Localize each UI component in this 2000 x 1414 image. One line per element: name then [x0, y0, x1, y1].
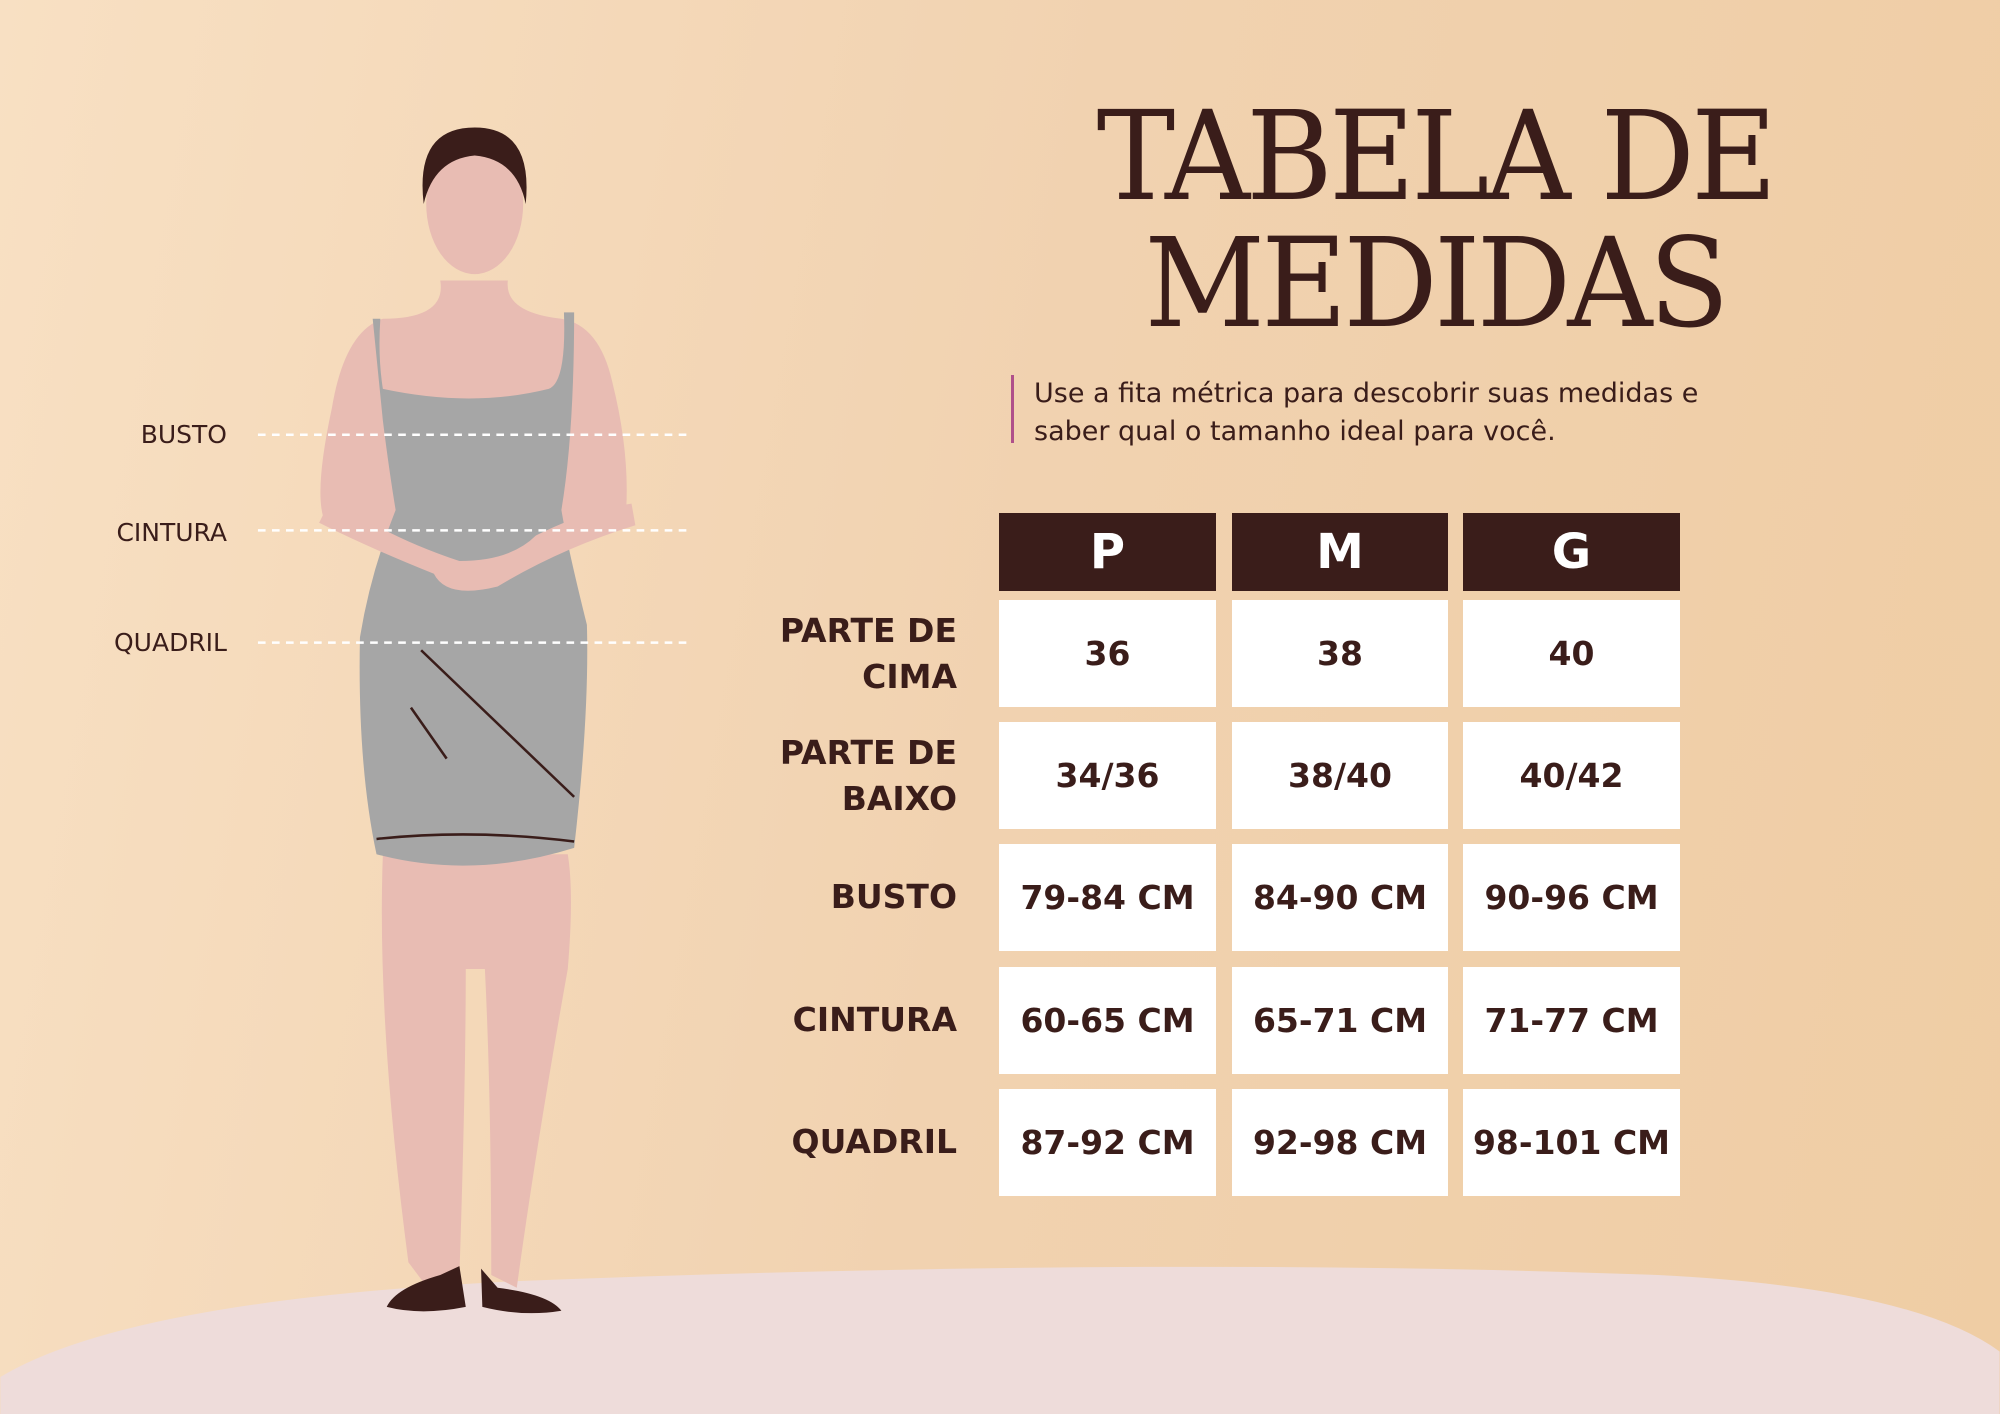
- table-cell: 38: [1232, 600, 1448, 707]
- ground: [0, 1266, 2000, 1414]
- page-title-line1: TABELA DE: [1096, 85, 1778, 229]
- column-header-m: M: [1232, 513, 1448, 591]
- table-cell: 60-65 CM: [999, 967, 1216, 1074]
- table-cell: 79-84 CM: [999, 844, 1216, 951]
- row-label: BUSTO: [830, 877, 957, 916]
- column-header-g: G: [1463, 513, 1680, 591]
- table-cell: 90-96 CM: [1463, 844, 1680, 951]
- row-label: PARTE DE CIMA: [779, 611, 957, 696]
- table-cell: 84-90 CM: [1232, 844, 1448, 951]
- table-cell: 34/36: [999, 722, 1216, 829]
- table-cell: 98-101 CM: [1463, 1089, 1680, 1196]
- page-title-line2: MEDIDAS: [1144, 212, 1729, 356]
- woman-figure: [319, 127, 636, 1314]
- table-cell: 40/42: [1463, 722, 1680, 829]
- row-label: CINTURA: [792, 1000, 957, 1039]
- row-label: PARTE DE BAIXO: [779, 733, 957, 818]
- label-quadril: QUADRIL: [113, 628, 227, 657]
- label-busto: BUSTO: [140, 420, 227, 449]
- column-header-p: P: [999, 513, 1216, 591]
- subtitle: Use a fita métrica para descobrir suas m…: [1011, 375, 1751, 447]
- table-cell: 65-71 CM: [1232, 967, 1448, 1074]
- table-cell: 92-98 CM: [1232, 1089, 1448, 1196]
- table-cell: 36: [999, 600, 1216, 707]
- label-cintura: CINTURA: [116, 518, 227, 547]
- table-cell: 87-92 CM: [999, 1089, 1216, 1196]
- row-label: QUADRIL: [791, 1122, 957, 1161]
- table-cell: 38/40: [1232, 722, 1448, 829]
- table-cell: 40: [1463, 600, 1680, 707]
- table-cell: 71-77 CM: [1463, 967, 1680, 1074]
